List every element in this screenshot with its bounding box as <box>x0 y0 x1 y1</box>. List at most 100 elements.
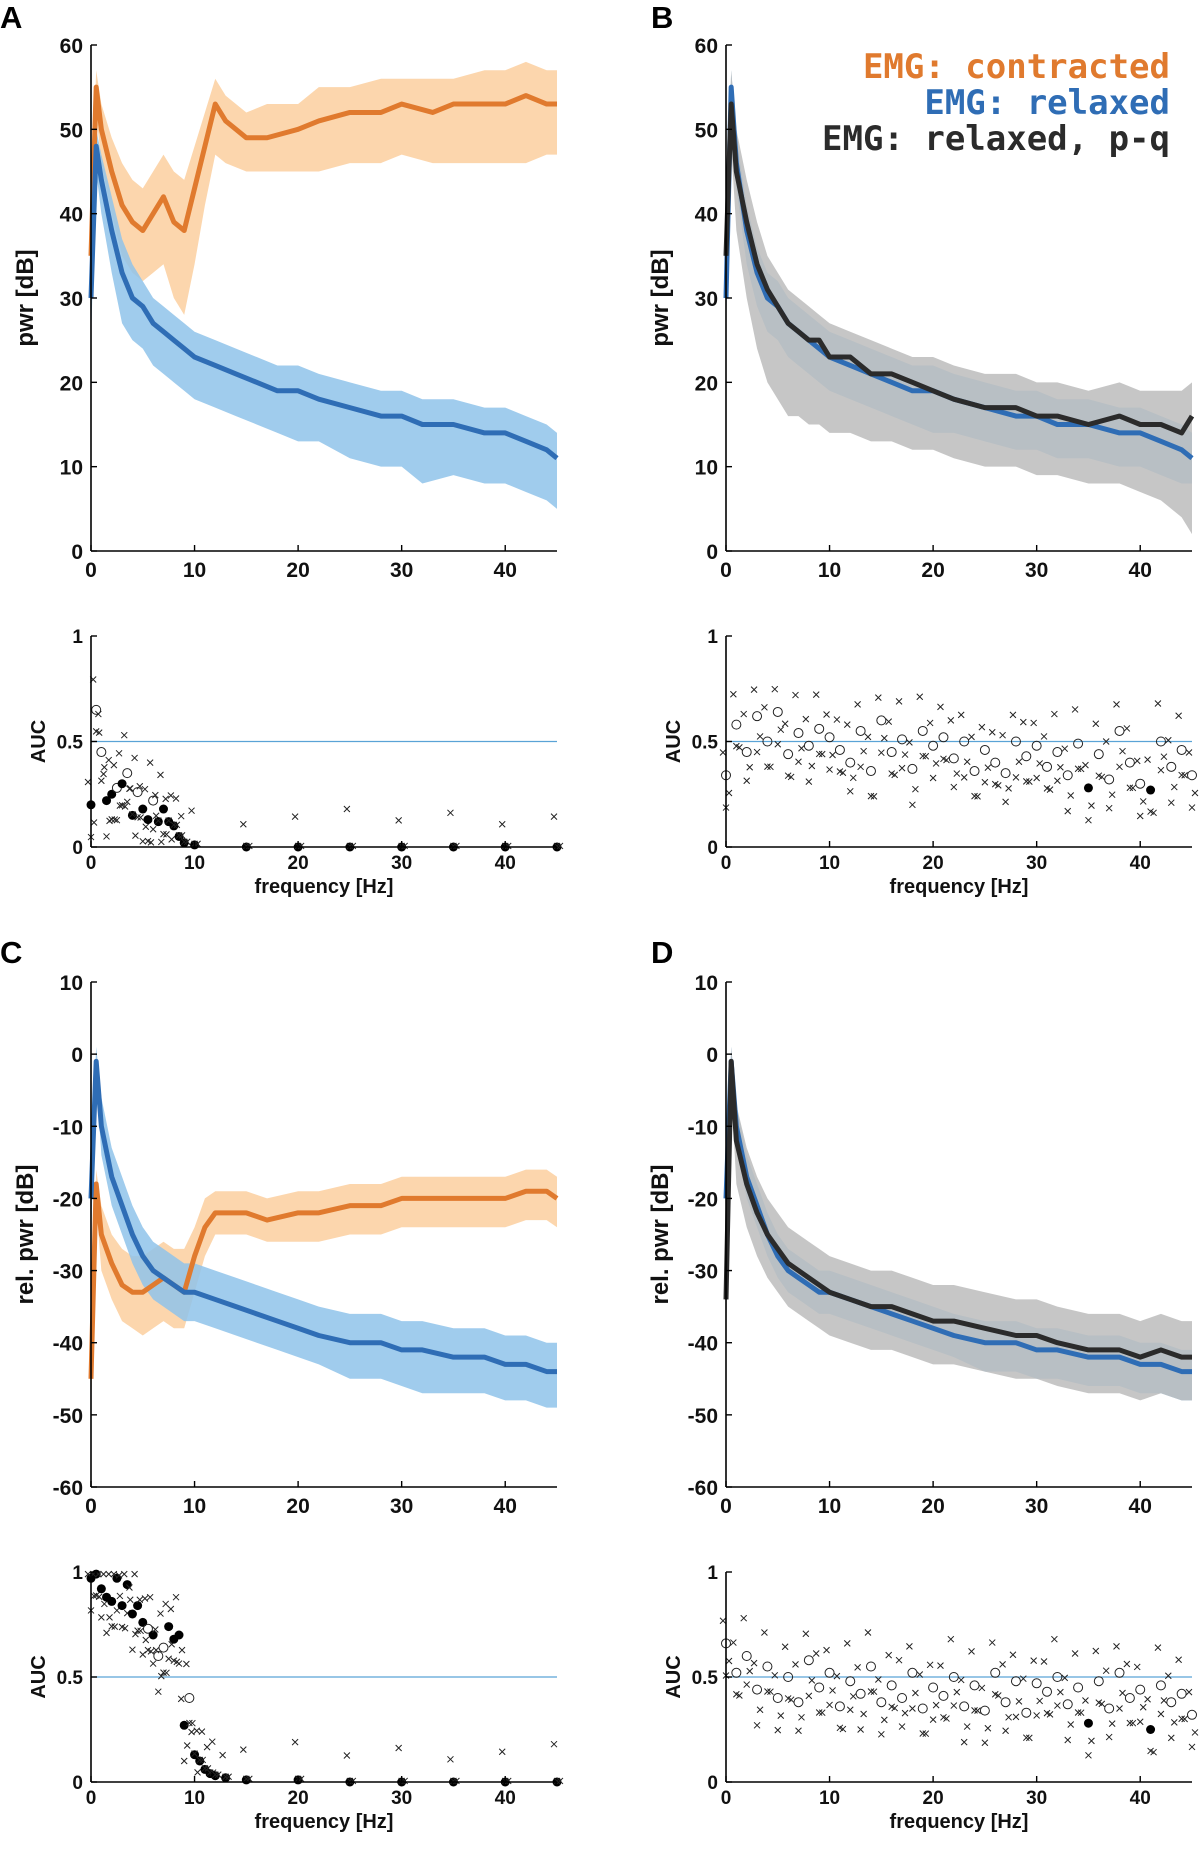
auc-cross <box>203 1743 211 1751</box>
y-tick-label: 10 <box>60 972 83 995</box>
auc-cross <box>1064 807 1072 815</box>
auc-cross <box>864 733 872 741</box>
auc-cross <box>1164 1672 1172 1680</box>
auc-cross <box>100 770 107 778</box>
auc-point <box>969 766 980 777</box>
x-tick-label: 20 <box>288 853 309 874</box>
y-tick-label: -20 <box>688 1188 718 1211</box>
y-tick-label: 10 <box>695 972 718 995</box>
y-tick-label: 0.5 <box>692 733 719 754</box>
x-tick-label: 20 <box>923 1788 944 1809</box>
auc-cross <box>999 1661 1006 1668</box>
y-tick-label: 0 <box>706 541 718 564</box>
auc-cross <box>141 785 149 793</box>
auc-cross <box>1012 774 1020 781</box>
auc-cross <box>1188 1743 1196 1751</box>
auc-cross <box>1067 1721 1075 1728</box>
auc-cross <box>1185 1688 1193 1696</box>
auc-cross <box>163 1669 170 1677</box>
auc-cross <box>912 1689 919 1697</box>
auc-cross <box>870 1688 878 1696</box>
auc-cross <box>108 1623 116 1630</box>
y-tick-label: 1 <box>707 1563 718 1584</box>
x-tick-label: 40 <box>494 1495 517 1518</box>
auc-cross <box>1036 760 1044 767</box>
auc-cross <box>1061 745 1069 753</box>
x-axis-label: frequency [Hz] <box>890 876 1029 898</box>
auc-cross <box>90 1592 98 1600</box>
auc-cross <box>860 1710 867 1718</box>
auc-cross <box>178 832 186 839</box>
auc-cross <box>792 1661 799 1668</box>
auc-cross <box>186 1719 193 1727</box>
auc-point <box>886 1680 897 1691</box>
y-tick-label: 0.5 <box>57 733 84 754</box>
auc-cross <box>978 1684 986 1692</box>
auc-cross <box>957 1676 965 1684</box>
y-tick-label: -20 <box>53 1188 83 1211</box>
auc-cross <box>1123 725 1131 732</box>
auc-cross <box>854 1663 861 1671</box>
auc-cross <box>805 778 813 785</box>
auc-cross <box>753 748 761 756</box>
auc-cross <box>1077 1709 1085 1717</box>
auc-point <box>1000 768 1011 779</box>
auc-cross <box>1175 712 1182 720</box>
auc-cross <box>172 795 180 802</box>
auc-cross <box>839 769 847 777</box>
auc-cross <box>553 842 561 850</box>
band-pq <box>726 70 1192 535</box>
auc-cross <box>798 1713 805 1721</box>
auc-cross <box>401 1777 409 1785</box>
auc-cross <box>1067 792 1075 799</box>
auc-cross <box>839 1725 847 1733</box>
x-tick-label: 0 <box>86 853 97 874</box>
auc-cross <box>401 842 409 850</box>
auc-cross <box>1102 1667 1110 1675</box>
auc-cross <box>1071 1650 1079 1657</box>
auc-cross <box>1157 1710 1165 1718</box>
auc-cross <box>177 812 185 820</box>
legend-entry-3: EMG: relaxed, p-q <box>822 119 1170 159</box>
auc-point <box>886 747 897 758</box>
x-tick-label: 40 <box>1130 1788 1151 1809</box>
auc-cross <box>774 740 782 748</box>
auc-cross <box>160 1669 167 1676</box>
auc-cross <box>242 842 250 850</box>
auc-cross <box>874 694 882 701</box>
auc-cross <box>774 1726 782 1734</box>
x-tick-label: 40 <box>495 1788 516 1809</box>
y-axis-label: AUC <box>28 720 50 763</box>
y-tick-label: 10 <box>60 457 83 480</box>
auc-point <box>824 732 835 743</box>
auc-cross <box>105 1570 113 1578</box>
auc-cross <box>149 1660 157 1667</box>
band-contracted <box>91 1169 557 1415</box>
auc-cross <box>194 1768 201 1776</box>
auc-cross <box>874 1676 882 1683</box>
auc-cross <box>1167 799 1175 807</box>
auc-point <box>741 747 752 758</box>
auc-cross <box>447 1755 454 1763</box>
auc-cross <box>346 842 354 850</box>
auc-point-significant <box>143 815 153 825</box>
auc-point-significant <box>117 779 127 789</box>
auc-cross <box>121 1624 129 1632</box>
auc-cross <box>815 1709 823 1716</box>
auc-point-significant <box>179 838 189 848</box>
auc-point-significant <box>127 810 137 820</box>
auc-point <box>783 1672 794 1682</box>
auc-point-significant <box>107 1596 117 1606</box>
auc-cross <box>447 809 454 817</box>
auc-cross <box>746 1667 754 1675</box>
auc-cross <box>761 1629 768 1636</box>
auc-cross <box>1119 1689 1126 1697</box>
auc-cross <box>498 820 506 828</box>
auc-cross <box>1191 1729 1199 1736</box>
y-tick-label: 0.5 <box>57 1668 84 1689</box>
y-tick-label: -30 <box>53 1261 83 1284</box>
auc-cross <box>1019 718 1027 726</box>
auc-cross <box>208 1738 216 1746</box>
y-tick-label: 1 <box>72 627 83 648</box>
panel-c2-auc: 0 10 20 30 40 0 0.5 1 AUC frequency [Hz] <box>28 1563 564 1833</box>
